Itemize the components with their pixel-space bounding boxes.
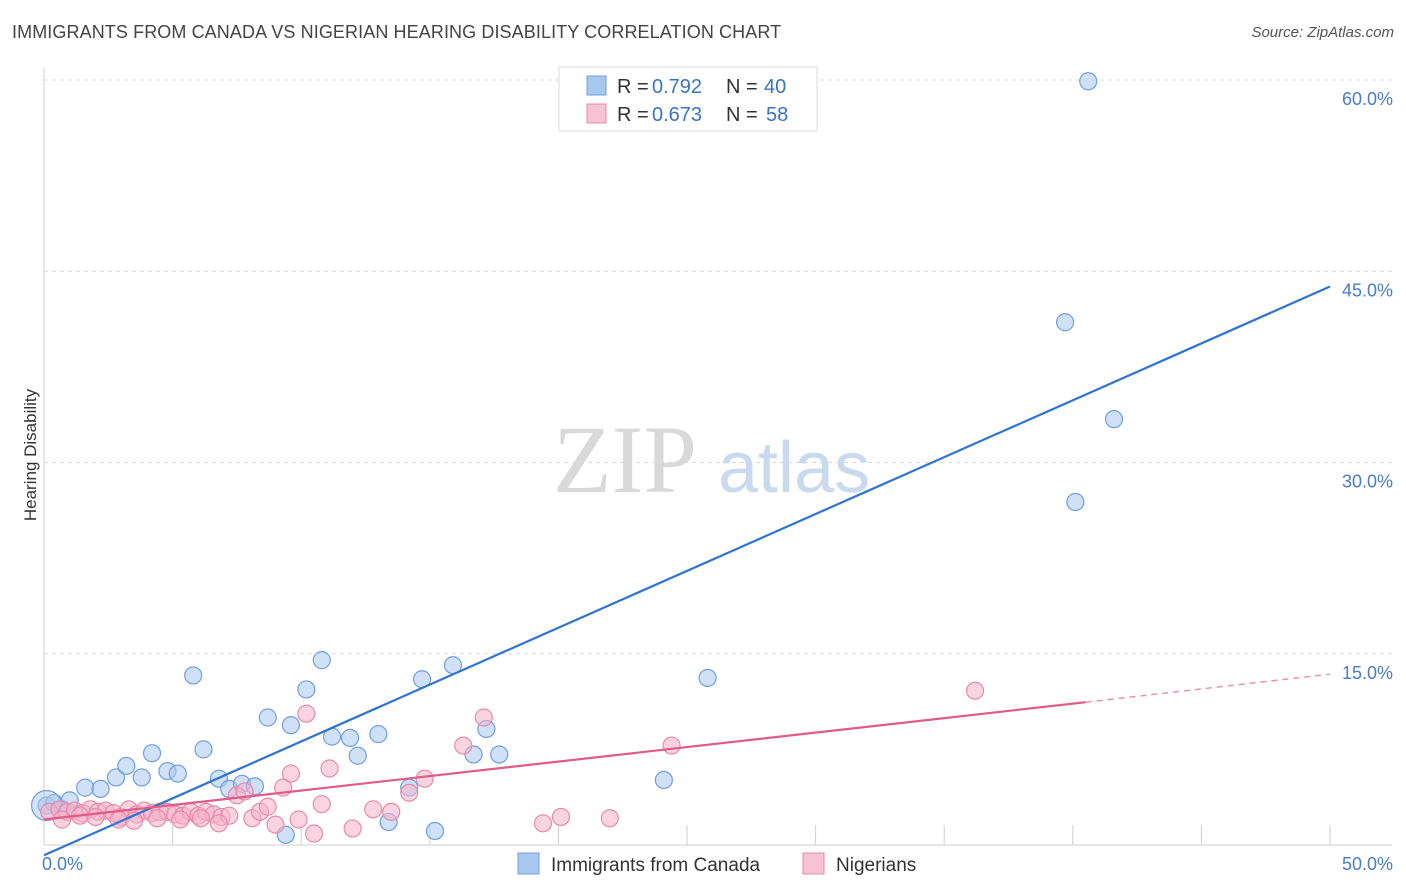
legend-r-value-nigerians: 0.673 bbox=[652, 104, 702, 126]
nigerians-point-47 bbox=[662, 736, 681, 755]
nigerians-point-34 bbox=[304, 824, 324, 843]
trend-lines bbox=[43, 285, 1331, 857]
nigerians-point-48 bbox=[965, 681, 985, 700]
gridlines bbox=[44, 79, 1392, 655]
nigerians-point-39 bbox=[382, 802, 401, 821]
legend-r-label-nigerians: R = bbox=[617, 104, 649, 126]
nigerians-point-43 bbox=[474, 708, 493, 727]
nigerians-point-37 bbox=[343, 819, 362, 838]
legend-n-label-canada: N = bbox=[726, 76, 758, 98]
canada-point-21 bbox=[297, 680, 316, 699]
nigerians-point-36 bbox=[320, 759, 339, 778]
nigerians-point-38 bbox=[364, 800, 383, 819]
y-tick-label-1: 30.0% bbox=[1342, 472, 1393, 492]
nigerians-point-40 bbox=[400, 783, 419, 802]
canada-point-22 bbox=[312, 651, 331, 670]
bottom-legend: Immigrants from Canada Nigerians bbox=[517, 852, 916, 876]
y-tick-label-2: 45.0% bbox=[1342, 280, 1393, 300]
nigerians-point-56 bbox=[191, 809, 210, 828]
legend-box: R = 0.792 N = 40 R = 0.673 N = 58 bbox=[558, 66, 818, 132]
canada-point-30 bbox=[425, 821, 445, 841]
nigerians-point-46 bbox=[600, 809, 619, 828]
legend-n-value-nigerians: 58 bbox=[766, 104, 788, 126]
nigerians-point-44 bbox=[533, 814, 553, 833]
canada-point-40 bbox=[1104, 410, 1124, 429]
watermark-zip: ZIP bbox=[553, 406, 697, 513]
source-label: Source: ZipAtlas.com bbox=[1251, 24, 1394, 41]
canada-point-38 bbox=[1066, 492, 1085, 512]
nigerians-point-49 bbox=[52, 810, 72, 829]
watermark: ZIP atlas bbox=[553, 406, 870, 513]
canada-point-4 bbox=[76, 778, 95, 797]
canada-point-37 bbox=[1055, 313, 1075, 332]
bottom-legend-swatch-canada bbox=[517, 852, 540, 875]
legend-n-label-nigerians: N = bbox=[726, 104, 758, 126]
x-tick-label-0: 0.0% bbox=[42, 854, 83, 874]
legend-r-value-canada: 0.792 bbox=[652, 76, 702, 98]
legend-n-value-canada: 40 bbox=[764, 76, 786, 98]
canada-point-39 bbox=[1079, 72, 1098, 91]
nigerians-point-42 bbox=[454, 736, 473, 755]
nigerians-point-29 bbox=[266, 815, 285, 834]
canada-point-35 bbox=[654, 770, 673, 790]
canada-point-18 bbox=[258, 708, 277, 727]
series-nigerians bbox=[40, 681, 985, 843]
trend-line-nigerians bbox=[43, 701, 1086, 821]
bottom-legend-label-canada: Immigrants from Canada bbox=[551, 855, 761, 876]
canada-point-36 bbox=[698, 668, 717, 688]
trend-line-canada bbox=[43, 285, 1331, 857]
nigerians-point-28 bbox=[258, 797, 277, 816]
bottom-legend-label-nigerians: Nigerians bbox=[836, 855, 916, 876]
canada-point-9 bbox=[142, 744, 162, 763]
canada-point-26 bbox=[369, 724, 388, 744]
nigerians-point-55 bbox=[171, 810, 190, 829]
chart-title: IMMIGRANTS FROM CANADA VS NIGERIAN HEARI… bbox=[12, 22, 782, 42]
canada-point-24 bbox=[340, 728, 360, 748]
nigerians-point-32 bbox=[289, 810, 308, 829]
nigerians-point-45 bbox=[551, 807, 571, 827]
canada-point-11 bbox=[168, 764, 187, 783]
canada-point-25 bbox=[348, 746, 367, 765]
legend-swatch-nigerians bbox=[586, 103, 607, 124]
nigerians-point-33 bbox=[297, 704, 316, 723]
canada-point-13 bbox=[194, 740, 213, 759]
nigerians-point-57 bbox=[209, 814, 228, 833]
trend-line-nigerians-extension bbox=[1085, 673, 1331, 703]
canada-point-7 bbox=[117, 756, 136, 776]
canada-point-12 bbox=[184, 666, 203, 685]
canada-point-5 bbox=[91, 779, 110, 799]
axes: 15.0% 30.0% 45.0% 60.0% 0.0% 50.0% bbox=[42, 68, 1393, 874]
nigerians-point-35 bbox=[312, 795, 331, 814]
x-tick-label-1: 50.0% bbox=[1342, 854, 1393, 874]
canada-point-6 bbox=[106, 768, 126, 787]
legend-r-label-canada: R = bbox=[617, 76, 649, 98]
canada-point-8 bbox=[132, 768, 151, 787]
y-axis-label: Hearing Disability bbox=[21, 388, 40, 521]
nigerians-point-31 bbox=[281, 764, 301, 783]
y-tick-label-3: 60.0% bbox=[1342, 89, 1393, 109]
legend-swatch-canada bbox=[586, 75, 607, 96]
y-tick-label-0: 15.0% bbox=[1342, 663, 1393, 683]
watermark-atlas: atlas bbox=[718, 428, 870, 508]
nigerians-point-51 bbox=[86, 807, 105, 827]
nigerians-point-54 bbox=[148, 809, 167, 828]
nigerians-point-41 bbox=[415, 769, 434, 788]
bottom-legend-swatch-nigerians bbox=[802, 852, 825, 875]
canada-point-34 bbox=[490, 745, 509, 764]
canada-point-20 bbox=[281, 716, 301, 735]
